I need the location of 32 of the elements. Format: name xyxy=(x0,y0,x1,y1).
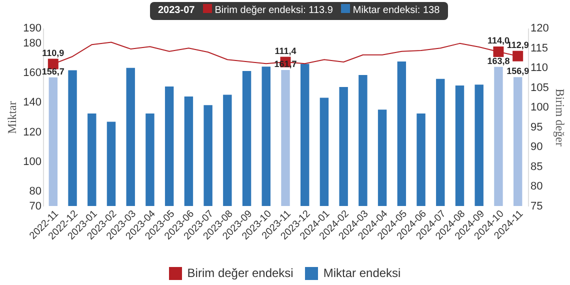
y-tick-label: 100 xyxy=(23,156,42,168)
y-tick-label: 190 xyxy=(23,22,42,34)
data-label: 114,0 xyxy=(487,36,510,46)
y-tick-label: 120 xyxy=(23,126,42,138)
y2-tick-label: 95 xyxy=(530,121,543,134)
y2-tick-label: 115 xyxy=(530,42,548,54)
y2-tick-label: 105 xyxy=(530,82,549,94)
y-tick-label: 70 xyxy=(29,200,42,212)
y-axis-title: Miktar xyxy=(5,101,20,134)
data-label: 111,4 xyxy=(274,46,296,56)
y2-tick-label: 90 xyxy=(530,141,543,154)
y2-tick-label: 100 xyxy=(530,102,549,114)
data-label: 156,7 xyxy=(42,66,64,76)
data-label: 110,9 xyxy=(42,48,64,58)
tooltip: 2023-07 Birim değer endeksi: 113.9 Miktar endeksi: 138 xyxy=(150,2,448,20)
data-label: 156,9 xyxy=(506,66,530,76)
y2-tick-label: 110 xyxy=(530,62,548,74)
y-tick-label: 140 xyxy=(23,96,42,109)
data-label: 161,7 xyxy=(274,58,297,69)
legend-label: Birim değer endeksi xyxy=(186,266,294,280)
y-tick-label: 160 xyxy=(23,67,42,79)
legend-label: Miktar endeksi xyxy=(322,266,401,280)
y2-tick-label: 75 xyxy=(530,200,543,212)
y-tick-label: 80 xyxy=(29,186,42,198)
y2-tick-label: 85 xyxy=(530,160,543,173)
y-tick-label: 180 xyxy=(23,37,42,50)
data-label: 163,8 xyxy=(487,56,510,66)
point xyxy=(493,46,504,57)
y2-tick-label: 120 xyxy=(530,22,549,34)
y2-axis-title: Birim değer xyxy=(552,88,567,146)
point xyxy=(512,50,524,62)
y2-tick-label: 80 xyxy=(530,180,543,193)
